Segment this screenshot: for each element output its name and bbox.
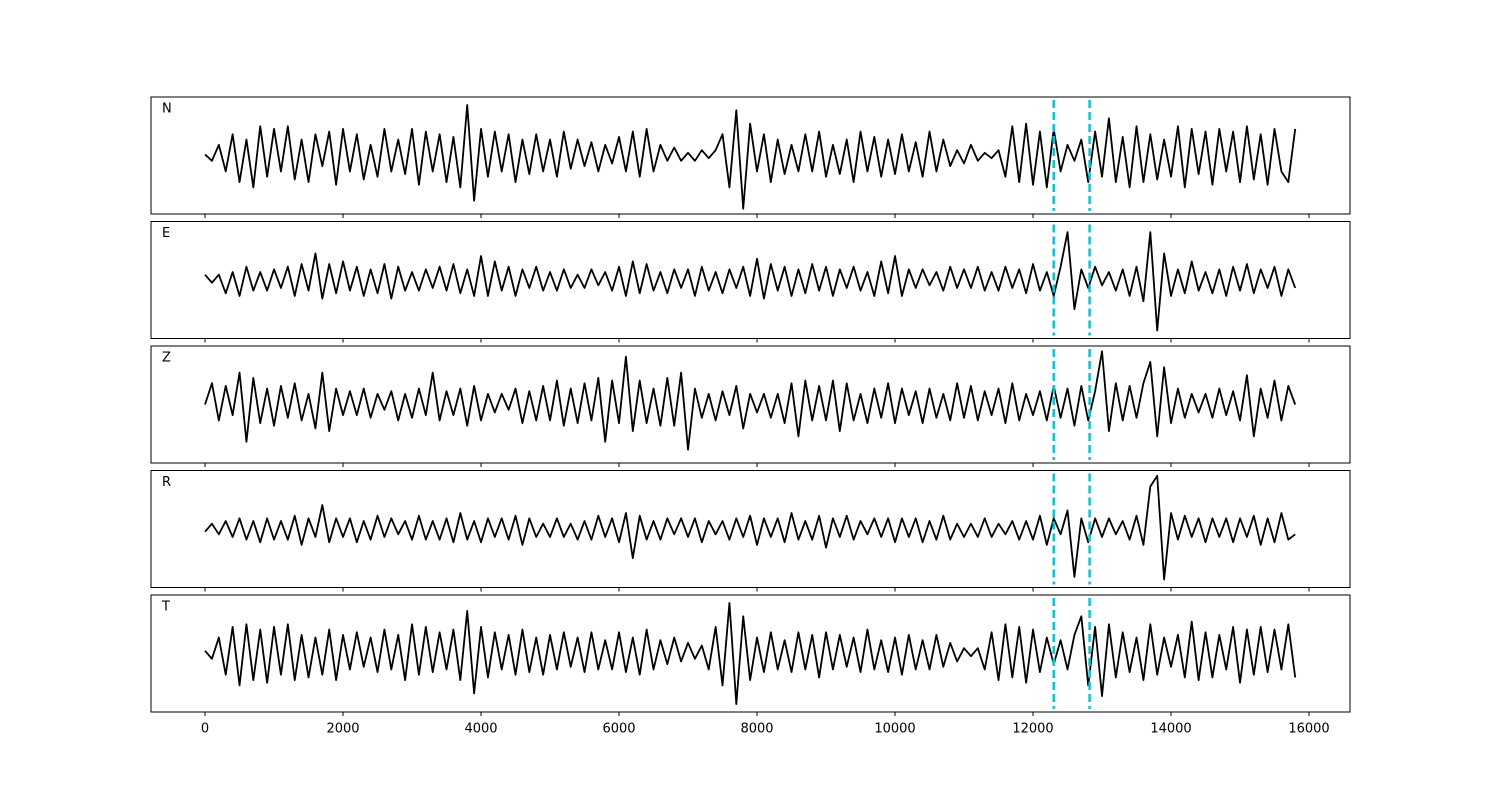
x-tick-label: 4000 [464,722,497,737]
x-tick-label: 12000 [1012,722,1053,737]
trace [204,350,1297,451]
trace [204,602,1297,705]
panel-label: E [162,226,170,241]
panel-frame [150,221,1351,339]
x-tick-label: 6000 [602,722,635,737]
x-tick-label: 10000 [874,722,915,737]
trace [204,474,1296,581]
trace [204,104,1297,210]
x-tick-label: 2000 [326,722,359,737]
x-tick-label: 8000 [740,722,773,737]
x-tick-label: 0 [201,722,209,737]
panel-frame [150,96,1351,215]
x-tick-label: 16000 [1288,722,1329,737]
panel-label: Z [162,351,171,366]
panel-label: N [162,102,172,117]
panel-frame [150,345,1351,464]
panel-frame [150,594,1351,713]
x-tick-label: 14000 [1150,722,1191,737]
panel-label: R [162,475,171,490]
panel-label: T [161,600,170,615]
panel-frame [150,470,1351,588]
trace [204,231,1297,332]
